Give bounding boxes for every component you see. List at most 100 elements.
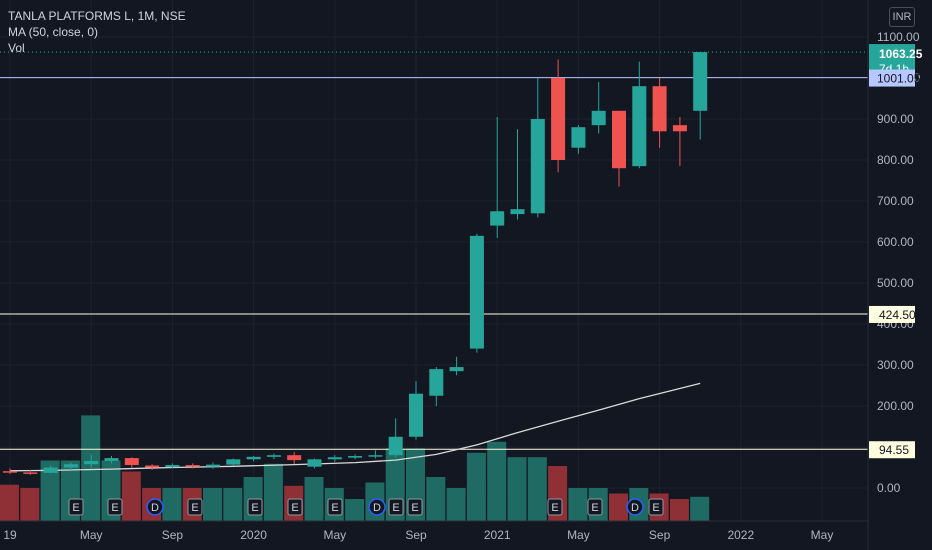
- earnings-marker-box: [68, 498, 84, 516]
- earnings-marker[interactable]: E: [107, 498, 123, 516]
- time-tick-label: May: [567, 528, 590, 542]
- dividend-marker-circle: [626, 498, 644, 516]
- event-marker-label: E: [291, 502, 298, 514]
- candle-body: [23, 472, 38, 474]
- candle: [63, 462, 78, 470]
- candle-body: [510, 209, 525, 215]
- event-marker-label: E: [251, 502, 258, 514]
- candle-body: [429, 369, 444, 396]
- volume-bar: [263, 463, 283, 521]
- price-tick-label: 0.00: [877, 481, 901, 495]
- candle: [672, 116, 687, 167]
- volume-bar: [81, 415, 101, 521]
- event-marker-label: E: [652, 502, 659, 514]
- volume-bar: [345, 499, 365, 521]
- volume-bar: [568, 488, 588, 521]
- time-tick-label: 2022: [727, 528, 754, 542]
- earnings-marker-box: [648, 498, 664, 516]
- currency-badge[interactable]: INR: [889, 7, 915, 27]
- volume-bar: [203, 488, 222, 521]
- earnings-marker[interactable]: E: [187, 498, 203, 516]
- earnings-marker-box: [327, 498, 343, 516]
- event-marker-label: E: [72, 502, 79, 514]
- price-tick-label: 300.00: [877, 358, 914, 372]
- earnings-marker-box: [587, 498, 603, 516]
- earnings-marker[interactable]: E: [388, 498, 404, 516]
- event-marker-label: D: [631, 502, 639, 514]
- candle: [571, 125, 586, 154]
- candle-body: [246, 456, 261, 460]
- candle-body: [327, 457, 342, 460]
- event-marker-label: E: [551, 502, 558, 514]
- volume-bar: [466, 452, 486, 521]
- ma-line: [9, 382, 701, 472]
- candle: [246, 456, 261, 462]
- candle-body: [551, 78, 566, 160]
- candle-body: [672, 125, 687, 132]
- volume-bar: [426, 477, 446, 521]
- horizontal-lines[interactable]: [0, 51, 868, 450]
- earnings-marker[interactable]: E: [547, 498, 563, 516]
- price-tick-label: 1100.00: [877, 30, 920, 44]
- earnings-marker[interactable]: E: [287, 498, 303, 516]
- candle-body: [266, 455, 281, 457]
- volume-indicator-label[interactable]: Vol: [8, 41, 25, 55]
- candle-body: [3, 471, 17, 473]
- earnings-marker[interactable]: E: [407, 498, 423, 516]
- volume-bar: [40, 460, 60, 521]
- dividend-marker[interactable]: D: [368, 498, 386, 516]
- earnings-marker[interactable]: E: [587, 498, 603, 516]
- candle: [287, 451, 302, 465]
- volume-bar: [304, 477, 324, 521]
- candle: [185, 463, 200, 469]
- earnings-marker-box: [107, 498, 123, 516]
- earnings-marker-box: [407, 498, 423, 516]
- time-tick-label: Sep: [405, 528, 427, 542]
- earnings-marker[interactable]: E: [648, 498, 664, 516]
- dividend-marker[interactable]: D: [146, 498, 164, 516]
- candle: [530, 78, 545, 218]
- ma-indicator-label[interactable]: MA (50, close, 0): [8, 25, 99, 39]
- time-axis[interactable]: 19 May Sep 2020 May Sep 2021 May Sep 2022 May: [3, 528, 833, 542]
- volume-bar: [20, 488, 40, 521]
- event-marker-label: D: [151, 502, 159, 514]
- candle: [591, 82, 606, 134]
- candle-body: [165, 465, 180, 468]
- level-price-label: 94.55: [879, 443, 909, 457]
- price-tick-label: 600.00: [877, 235, 914, 249]
- earnings-marker-box: [547, 498, 563, 516]
- event-marker-label: E: [392, 502, 399, 514]
- candle: [449, 356, 464, 376]
- volume-bar: [162, 488, 182, 521]
- earnings-marker-box: [287, 498, 303, 516]
- candle-body: [43, 467, 58, 473]
- earnings-marker[interactable]: E: [68, 498, 84, 516]
- candle: [652, 78, 667, 148]
- resistance-price-tag: [869, 69, 915, 87]
- volume-bar: [609, 493, 628, 521]
- time-tick-label: 2020: [240, 528, 267, 542]
- earnings-marker-box: [247, 498, 263, 516]
- candle-body: [652, 86, 667, 132]
- earnings-marker[interactable]: E: [247, 498, 263, 516]
- candle: [368, 450, 383, 459]
- volume-bar: [0, 484, 19, 521]
- dividend-marker-circle: [368, 498, 386, 516]
- dividend-marker[interactable]: D: [626, 498, 644, 516]
- candle-body: [348, 456, 363, 458]
- candle-body: [388, 436, 403, 456]
- candle-body: [63, 464, 78, 468]
- candle-body: [612, 110, 626, 169]
- candle: [307, 458, 322, 469]
- candle: [490, 116, 505, 238]
- time-tick-label: May: [323, 528, 346, 542]
- earnings-marker[interactable]: E: [327, 498, 343, 516]
- volume-bar: [487, 441, 507, 521]
- candle: [84, 454, 99, 468]
- candle-body: [693, 52, 708, 111]
- symbol-title[interactable]: TANLA PLATFORMS L, 1M, NSE: [8, 9, 186, 23]
- candle-body: [124, 458, 139, 466]
